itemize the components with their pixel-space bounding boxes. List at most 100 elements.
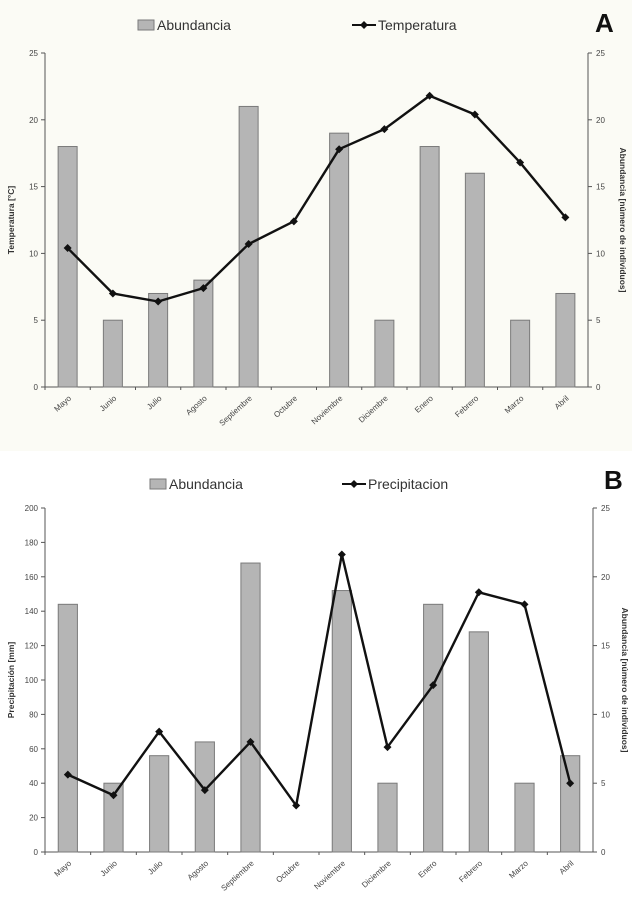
x-tick-label: Septiembre <box>219 858 256 892</box>
right-tick-label: 15 <box>601 642 610 651</box>
line-marker <box>516 158 525 167</box>
panel-letter-b: B <box>604 465 623 495</box>
x-tick-label: Noviembre <box>312 858 347 891</box>
x-tick-label: Agosto <box>186 858 211 882</box>
abundance-bar <box>510 319 531 388</box>
abundance-bar <box>419 146 440 388</box>
panel-letter-a: A <box>595 8 614 38</box>
legend-line-label: Precipitacion <box>368 476 448 492</box>
y-axis-right-label: Abundancia [número de individuos] <box>618 148 628 293</box>
x-tick-label: Enero <box>417 858 439 879</box>
x-tick-label: Julio <box>146 858 165 876</box>
x-tick-label: Octubre <box>274 858 302 884</box>
left-tick-label: 20 <box>29 814 38 823</box>
line-marker <box>292 801 301 810</box>
legend-bar-swatch <box>149 478 167 490</box>
line-marker <box>155 727 164 736</box>
abundance-bar <box>149 755 170 853</box>
abundance-bar <box>194 741 215 853</box>
abundance-bar <box>102 319 123 388</box>
right-tick-label: 20 <box>596 116 605 125</box>
left-tick-label: 0 <box>34 848 39 857</box>
abundance-bar <box>148 292 169 388</box>
x-tick-label: Octubre <box>272 393 300 419</box>
right-tick-label: 25 <box>596 49 605 58</box>
x-tick-label: Febrero <box>453 393 480 419</box>
abundance-bar <box>331 590 352 853</box>
right-tick-label: 25 <box>601 504 610 513</box>
line-marker <box>566 779 575 788</box>
line-series <box>66 94 567 303</box>
x-tick-label: Junio <box>98 393 119 413</box>
x-tick-label: Diciembre <box>357 393 390 424</box>
line-marker <box>425 91 434 100</box>
abundance-bar <box>103 782 124 853</box>
right-tick-label: 10 <box>601 710 610 719</box>
line-marker <box>520 600 529 609</box>
legend-bar-label: Abundancia <box>169 476 243 492</box>
line-marker <box>289 217 298 226</box>
abundance-bar <box>57 603 78 853</box>
x-tick-label: Septiembre <box>218 393 255 427</box>
x-tick-label: Mayo <box>52 393 73 413</box>
abundance-bar <box>555 292 576 388</box>
x-tick-label: Mayo <box>53 858 74 878</box>
abundance-bar <box>374 319 395 388</box>
legend-bar-label: Abundancia <box>157 17 231 33</box>
line-marker <box>470 110 479 119</box>
line-marker <box>200 786 209 795</box>
line-marker <box>154 297 163 306</box>
line-marker <box>474 588 483 597</box>
right-tick-label: 5 <box>601 779 606 788</box>
temperature-chart: 0 5 10 15 20 25 0 5 10 15 20 25 Mayo Junio Julio Agosto… <box>6 17 628 428</box>
panel-b: 0 20 40 60 80 100 120 140 160 180 200 0 5 10 15 20 25 May… <box>0 451 632 902</box>
line-marker <box>246 737 255 746</box>
abundance-bar <box>377 782 398 853</box>
x-tick-label: Febrero <box>457 858 484 884</box>
abundance-bar <box>464 172 485 388</box>
left-tick-label: 60 <box>29 745 38 754</box>
left-tick-label: 100 <box>25 676 39 685</box>
x-tick-label: Julio <box>145 393 164 411</box>
x-tick-label: Abril <box>558 859 576 877</box>
line-marker <box>108 289 117 298</box>
left-tick-label: 5 <box>34 316 39 325</box>
legend-line-marker <box>360 21 368 29</box>
x-tick-label: Agosto <box>184 393 209 417</box>
line-marker <box>335 145 344 154</box>
abundance-bar <box>57 146 78 388</box>
precipitation-chart: 0 20 40 60 80 100 120 140 160 180 200 0 5 10 15 20 25 May… <box>6 476 630 893</box>
panel-a: 0 5 10 15 20 25 0 5 10 15 20 25 Mayo Junio Julio Agosto… <box>0 0 632 451</box>
left-tick-label: 140 <box>25 607 39 616</box>
line-marker <box>244 240 253 249</box>
left-tick-label: 25 <box>29 49 38 58</box>
y-axis-label: Precipitación [mm] <box>6 642 16 719</box>
line-marker <box>63 244 72 253</box>
legend-line-label: Temperatura <box>378 17 457 33</box>
abundance-bar <box>329 132 350 388</box>
abundance-bar <box>193 279 214 388</box>
left-tick-label: 160 <box>25 573 39 582</box>
line-marker <box>63 770 72 779</box>
right-tick-label: 5 <box>596 316 601 325</box>
y-axis-right-label: Abundancia [número de individuos] <box>620 608 630 753</box>
legend-bar-swatch <box>137 19 155 31</box>
line-marker <box>383 743 392 752</box>
line-marker <box>429 681 438 690</box>
x-tick-label: Diciembre <box>360 858 393 889</box>
right-tick-label: 15 <box>596 183 605 192</box>
x-tick-label: Enero <box>413 393 435 414</box>
left-tick-label: 200 <box>25 504 39 513</box>
abundance-bar <box>240 562 261 853</box>
x-tick-label: Noviembre <box>310 393 345 426</box>
right-tick-label: 0 <box>601 848 606 857</box>
x-tick-label: Junio <box>99 858 120 878</box>
x-tick-label: Marzo <box>503 393 526 415</box>
line-marker <box>337 550 346 559</box>
abundance-bar <box>514 782 535 853</box>
left-tick-label: 80 <box>29 710 38 719</box>
right-tick-label: 20 <box>601 573 610 582</box>
line-marker <box>109 791 118 800</box>
left-tick-label: 0 <box>34 383 39 392</box>
